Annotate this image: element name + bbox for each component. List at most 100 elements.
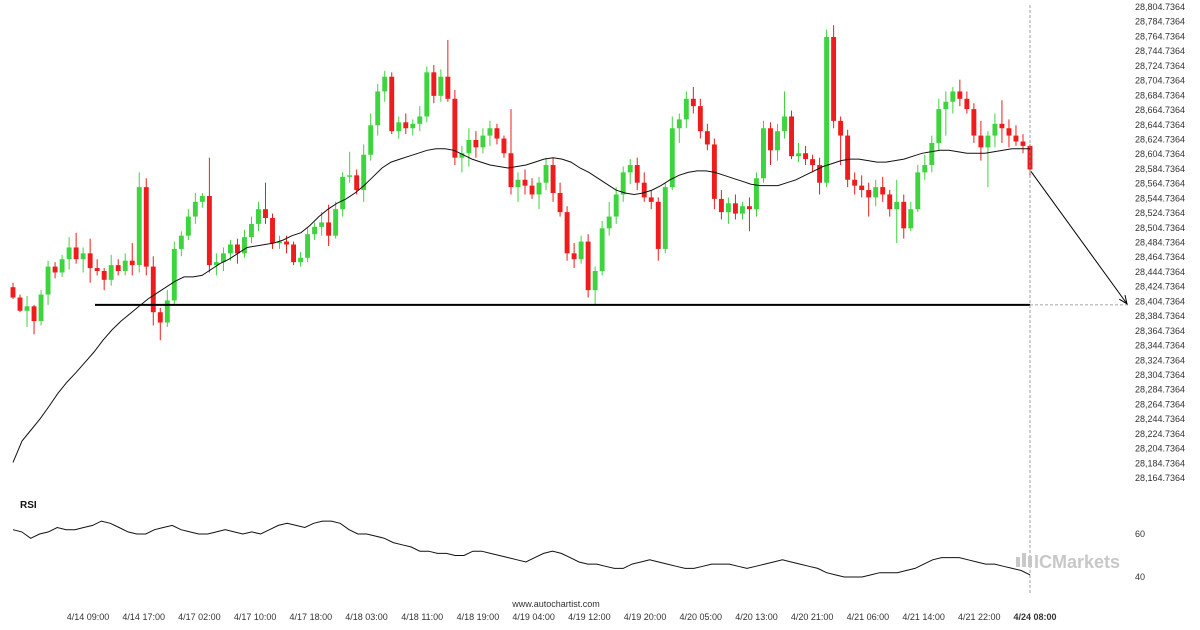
candle-body xyxy=(845,135,851,180)
candle-body xyxy=(347,175,353,177)
price-tick-label: 28,564.7364 xyxy=(1135,179,1185,189)
candle-body xyxy=(452,98,458,158)
candle-body xyxy=(1013,135,1019,142)
candle-body xyxy=(761,128,766,179)
price-tick-label: 28,164.7364 xyxy=(1135,473,1185,483)
candle-body xyxy=(943,101,949,110)
time-tick-label: 4/18 03:00 xyxy=(345,612,388,622)
rsi-label: RSI xyxy=(20,500,37,511)
time-tick-label: 4/21 14:00 xyxy=(902,612,945,622)
time-tick-label: 4/18 19:00 xyxy=(457,612,500,622)
candle-body xyxy=(915,172,921,210)
footer-source: www.autochartist.com xyxy=(511,599,600,609)
candle-body xyxy=(192,201,198,217)
candle-body xyxy=(150,266,156,313)
candle-body xyxy=(87,253,93,269)
candle-body xyxy=(746,206,752,210)
candle-body xyxy=(950,91,956,102)
candle-body xyxy=(557,192,563,213)
price-tick-label: 28,284.7364 xyxy=(1135,385,1185,395)
price-tick-label: 28,784.7364 xyxy=(1135,17,1185,27)
candle-body xyxy=(480,135,486,148)
candle-body xyxy=(227,244,233,254)
candle-body xyxy=(136,187,142,266)
candle-body xyxy=(73,247,79,260)
candle-body xyxy=(94,268,100,272)
candle-body xyxy=(38,294,44,322)
candle-body xyxy=(634,165,640,183)
candle-body xyxy=(725,203,731,213)
candle-body xyxy=(662,187,668,249)
candle-body xyxy=(880,187,886,195)
candle-body xyxy=(122,260,128,272)
candle-body xyxy=(206,195,212,266)
candle-body xyxy=(45,266,51,295)
candle-body xyxy=(17,297,23,311)
time-tick-label: 4/14 17:00 xyxy=(122,612,165,622)
price-tick-label: 28,724.7364 xyxy=(1135,61,1185,71)
candle-body xyxy=(768,128,773,151)
price-tick-label: 28,644.7364 xyxy=(1135,120,1185,130)
candle-body xyxy=(234,244,240,254)
candle-body xyxy=(873,187,879,198)
price-tick-label: 28,364.7364 xyxy=(1135,326,1185,336)
price-tick-label: 28,504.7364 xyxy=(1135,223,1185,233)
time-tick-label: 4/18 11:00 xyxy=(401,612,443,622)
candle-body xyxy=(1020,141,1026,146)
time-tick-label: 4/20 13:00 xyxy=(735,612,778,622)
candle-body xyxy=(606,216,612,229)
ic-markets-logo-icon xyxy=(1016,553,1032,567)
price-tick-label: 28,544.7364 xyxy=(1135,193,1185,203)
candle-body xyxy=(697,106,703,132)
time-tick-label: 4/21 06:00 xyxy=(847,612,890,622)
candle-body xyxy=(810,159,816,166)
price-tick-label: 28,664.7364 xyxy=(1135,105,1185,115)
candle-body xyxy=(732,203,738,214)
candle-body xyxy=(508,153,514,188)
candle-body xyxy=(354,175,360,191)
candle-body xyxy=(620,172,626,195)
candle-body xyxy=(333,209,339,236)
candle-body xyxy=(312,226,318,235)
price-tick-label: 28,244.7364 xyxy=(1135,414,1185,424)
candle-body xyxy=(754,178,759,210)
rsi-tick-label: 40 xyxy=(1135,572,1145,582)
candle-body xyxy=(718,198,724,213)
candle-body xyxy=(199,195,205,202)
price-tick-label: 28,304.7364 xyxy=(1135,370,1185,380)
candle-body xyxy=(901,201,907,229)
candle-body xyxy=(978,135,984,148)
price-tick-label: 28,424.7364 xyxy=(1135,282,1185,292)
candle-body xyxy=(999,123,1005,129)
candle-body xyxy=(494,128,500,139)
price-tick-label: 28,344.7364 xyxy=(1135,341,1185,351)
candle-body xyxy=(782,116,787,132)
candle-body xyxy=(739,206,745,214)
candle-body xyxy=(143,187,149,267)
candle-body xyxy=(550,165,556,193)
candle-body xyxy=(711,144,717,199)
candle-body xyxy=(775,131,780,151)
time-tick-label: 4/19 12:00 xyxy=(568,612,611,622)
candle-body xyxy=(361,154,367,191)
projection-arrow-line xyxy=(1030,171,1128,305)
candle-body xyxy=(992,123,998,136)
candle-body xyxy=(957,91,963,99)
candle-body xyxy=(515,179,521,188)
candle-body xyxy=(487,128,493,136)
candle-body xyxy=(101,271,107,280)
time-tick-label: 4/19 20:00 xyxy=(624,612,667,622)
candle-body xyxy=(438,76,444,96)
projection-arrow xyxy=(1030,171,1128,305)
candle-body xyxy=(866,190,872,198)
brand-logo: ICMarkets xyxy=(1016,552,1120,572)
candle-body xyxy=(704,131,710,145)
candle-body xyxy=(585,241,591,291)
price-tick-label: 28,764.7364 xyxy=(1135,31,1185,41)
candle-body xyxy=(676,119,682,129)
price-tick-label: 28,384.7364 xyxy=(1135,311,1185,321)
candle-body xyxy=(270,218,275,244)
candle-body xyxy=(305,234,311,258)
price-tick-label: 28,704.7364 xyxy=(1135,76,1185,86)
candle-body xyxy=(922,165,928,173)
